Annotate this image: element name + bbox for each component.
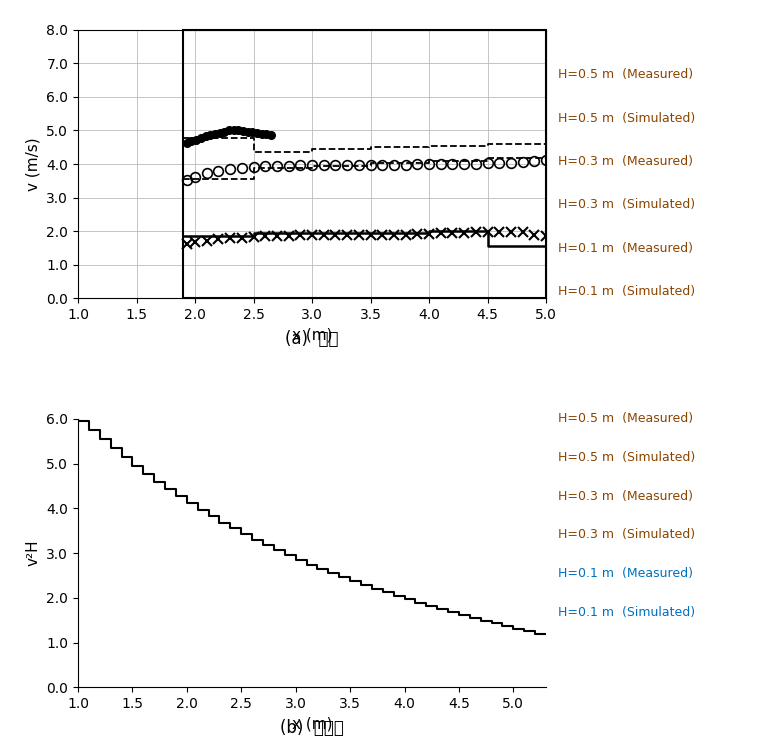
Text: H=0.5 m  (Simulated): H=0.5 m (Simulated) — [558, 111, 695, 125]
Text: H=0.1 m  (Simulated): H=0.1 m (Simulated) — [558, 606, 695, 619]
Text: (b)  운동량: (b) 운동량 — [280, 719, 344, 737]
Y-axis label: v²H: v²H — [26, 540, 41, 566]
Text: H=0.3 m  (Simulated): H=0.3 m (Simulated) — [558, 198, 695, 211]
Text: H=0.3 m  (Measured): H=0.3 m (Measured) — [558, 155, 693, 168]
X-axis label: x (m): x (m) — [292, 716, 332, 731]
Text: H=0.1 m  (Measured): H=0.1 m (Measured) — [558, 567, 693, 580]
Text: H=0.1 m  (Measured): H=0.1 m (Measured) — [558, 241, 693, 255]
Text: H=0.5 m  (Measured): H=0.5 m (Measured) — [558, 412, 693, 425]
Text: H=0.1 m  (Simulated): H=0.1 m (Simulated) — [558, 285, 695, 298]
Text: H=0.3 m  (Measured): H=0.3 m (Measured) — [558, 489, 693, 503]
Text: H=0.5 m  (Simulated): H=0.5 m (Simulated) — [558, 450, 695, 464]
Text: H=0.5 m  (Measured): H=0.5 m (Measured) — [558, 68, 693, 81]
Y-axis label: v (m/s): v (m/s) — [26, 137, 41, 190]
Text: (a)  유속: (a) 유속 — [285, 330, 339, 348]
Text: H=0.3 m  (Simulated): H=0.3 m (Simulated) — [558, 528, 695, 542]
X-axis label: x (m): x (m) — [292, 327, 332, 342]
Bar — [183, 30, 546, 298]
